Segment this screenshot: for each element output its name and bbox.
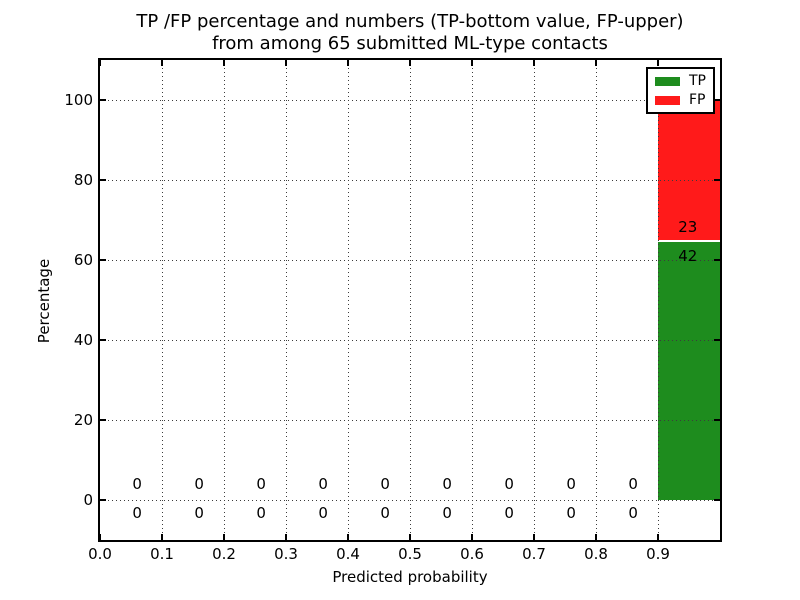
gridline-vertical bbox=[596, 60, 597, 540]
x-tick-label: 0.9 bbox=[646, 545, 670, 563]
annotation-count-tp: 0 bbox=[132, 504, 142, 523]
bar-segment-fp bbox=[658, 100, 720, 242]
x-tick-mark bbox=[595, 534, 597, 540]
y-tick-label: 40 bbox=[73, 331, 93, 349]
x-tick-mark bbox=[223, 60, 225, 66]
annotation-count-fp: 0 bbox=[442, 475, 452, 493]
chart-title: TP /FP percentage and numbers (TP-bottom… bbox=[100, 11, 720, 55]
chart-title-line2: from among 65 submitted ML-type contacts bbox=[212, 33, 608, 54]
y-tick-label: 80 bbox=[73, 171, 93, 189]
y-tick-mark bbox=[100, 419, 106, 421]
x-tick-label: 0.2 bbox=[212, 545, 236, 563]
x-tick-mark bbox=[161, 534, 163, 540]
x-tick-mark bbox=[347, 534, 349, 540]
gridline-vertical bbox=[534, 60, 535, 540]
gridline-vertical bbox=[224, 60, 225, 540]
x-tick-mark bbox=[99, 60, 101, 66]
legend-swatch-fp-icon bbox=[655, 95, 680, 105]
legend-label: FP bbox=[689, 92, 706, 108]
annotation-count-fp: 0 bbox=[628, 475, 638, 493]
bar-segment-tp bbox=[658, 241, 720, 500]
y-tick-mark bbox=[100, 99, 106, 101]
gridline-vertical bbox=[472, 60, 473, 540]
x-tick-mark bbox=[657, 60, 659, 66]
x-tick-label: 0.1 bbox=[150, 545, 174, 563]
x-tick-label: 0.3 bbox=[274, 545, 298, 563]
x-tick-label: 0.7 bbox=[522, 545, 546, 563]
annotation-count-fp: 0 bbox=[318, 475, 328, 493]
x-tick-mark bbox=[533, 60, 535, 66]
annotation-count-fp: 0 bbox=[504, 475, 514, 493]
chart-title-line1: TP /FP percentage and numbers (TP-bottom… bbox=[136, 11, 684, 32]
x-tick-mark bbox=[409, 60, 411, 66]
gridline-vertical bbox=[286, 60, 287, 540]
x-tick-label: 0.8 bbox=[584, 545, 608, 563]
annotation-count-fp: 23 bbox=[678, 217, 698, 236]
annotation-count-tp: 0 bbox=[380, 504, 390, 523]
legend-swatch-tp-icon bbox=[655, 76, 680, 86]
x-tick-mark bbox=[657, 534, 659, 540]
y-axis-label: Percentage bbox=[35, 258, 53, 344]
annotation-count-tp: 0 bbox=[318, 504, 328, 523]
annotation-count-fp: 0 bbox=[380, 475, 390, 493]
x-tick-label: 0.0 bbox=[88, 545, 112, 563]
y-tick-label: 100 bbox=[64, 91, 93, 109]
annotation-count-tp: 0 bbox=[442, 504, 452, 523]
y-tick-mark bbox=[100, 499, 106, 501]
y-tick-mark bbox=[714, 499, 720, 501]
x-tick-mark bbox=[99, 534, 101, 540]
gridline-vertical bbox=[658, 60, 659, 540]
x-tick-mark bbox=[533, 534, 535, 540]
legend: TP FP bbox=[646, 67, 715, 114]
gridline-vertical bbox=[348, 60, 349, 540]
y-tick-label: 20 bbox=[73, 411, 93, 429]
annotation-count-tp: 0 bbox=[504, 504, 514, 523]
y-tick-label: 0 bbox=[83, 491, 93, 509]
annotation-count-tp: 42 bbox=[678, 247, 698, 265]
annotation-count-tp: 0 bbox=[566, 504, 576, 523]
annotation-count-fp: 0 bbox=[194, 475, 204, 493]
gridline-vertical bbox=[410, 60, 411, 540]
y-tick-mark bbox=[714, 179, 720, 181]
y-tick-mark bbox=[714, 339, 720, 341]
x-tick-label: 0.5 bbox=[398, 545, 422, 563]
x-tick-mark bbox=[223, 534, 225, 540]
y-tick-mark bbox=[100, 339, 106, 341]
y-tick-mark bbox=[714, 99, 720, 101]
annotation-count-tp: 0 bbox=[194, 504, 204, 523]
legend-label: TP bbox=[689, 73, 706, 89]
x-tick-mark bbox=[471, 60, 473, 66]
annotation-count-fp: 0 bbox=[566, 475, 576, 493]
annotation-count-fp: 0 bbox=[256, 475, 266, 493]
y-tick-mark bbox=[100, 179, 106, 181]
legend-item-fp: FP bbox=[655, 93, 706, 107]
y-tick-mark bbox=[714, 419, 720, 421]
x-tick-mark bbox=[285, 534, 287, 540]
x-axis-label: Predicted probability bbox=[332, 568, 488, 586]
annotation-count-tp: 0 bbox=[256, 504, 266, 523]
gridline-vertical bbox=[162, 60, 163, 540]
x-tick-mark bbox=[595, 60, 597, 66]
legend-item-tp: TP bbox=[655, 74, 706, 88]
x-tick-mark bbox=[471, 534, 473, 540]
x-tick-mark bbox=[285, 60, 287, 66]
y-tick-label: 60 bbox=[73, 251, 93, 269]
x-tick-mark bbox=[409, 534, 411, 540]
annotation-count-tp: 0 bbox=[628, 504, 638, 523]
x-tick-mark bbox=[347, 60, 349, 66]
x-tick-label: 0.6 bbox=[460, 545, 484, 563]
plot-area: 0 0 0 0 0 0 0 0 0 0 0 0 0 0 0 0 0 0 23 42 bbox=[98, 58, 722, 542]
y-tick-mark bbox=[100, 259, 106, 261]
y-tick-mark bbox=[714, 259, 720, 261]
annotation-count-fp: 0 bbox=[132, 475, 142, 493]
x-tick-label: 0.4 bbox=[336, 545, 360, 563]
x-tick-mark bbox=[161, 60, 163, 66]
